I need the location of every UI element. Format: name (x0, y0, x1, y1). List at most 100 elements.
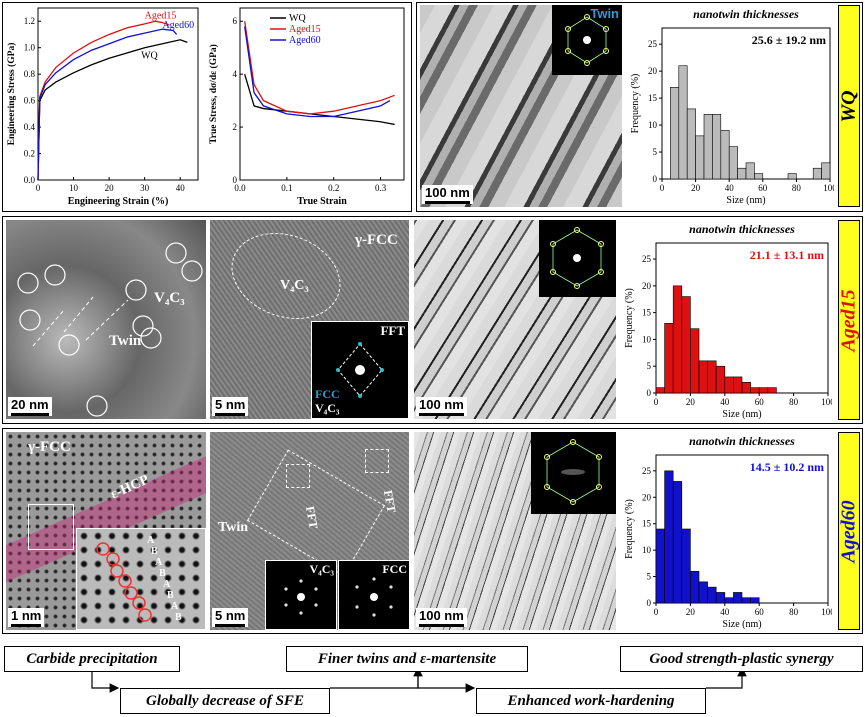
x-tick-label: 40 (725, 183, 735, 193)
summary-strength-plastic: Good strength-plastic synergy (620, 646, 863, 672)
histogram-bar (707, 360, 717, 394)
x-tick-label: 80 (792, 183, 802, 193)
y-axis-label: Frequency (%) (630, 74, 641, 134)
diffraction-pattern-icon (565, 14, 609, 66)
y-tick-label: 0.0 (24, 175, 36, 185)
aged15-diffraction-inset (539, 220, 616, 297)
phase-label: γ-FCC (28, 439, 71, 455)
hardening-chart: 0.0 0.1 0.2 0.3 0 2 4 6 True Strain True Stress, … (208, 7, 405, 207)
histogram-bar (724, 376, 734, 394)
y-tick-label: 10 (642, 334, 652, 344)
x-tick-label: 0.1 (281, 183, 292, 193)
x-tick-label: 0 (36, 183, 41, 193)
fft-pattern-icon (355, 577, 393, 617)
histogram-bar (767, 387, 777, 394)
y-tick-label: 20 (642, 492, 652, 502)
y-tick-label: 25 (642, 466, 652, 476)
x-tick-label: 40 (176, 183, 186, 193)
y-tick-label: 6 (233, 16, 238, 26)
x-tick-label: 20 (105, 183, 115, 193)
fft-pattern-icon (284, 579, 318, 615)
y-tick-label: 10 (648, 120, 658, 130)
y-tick-label: 0 (653, 174, 658, 184)
summary-carbide-precipitation: Carbide precipitation (4, 646, 180, 672)
y-tick-label: 15 (642, 519, 652, 529)
fft-inset-carbide: V₄C₃ (265, 560, 337, 630)
histogram-bar (664, 323, 674, 394)
sample-label-aged60: Aged60 (838, 432, 860, 630)
wq-histogram: nanotwin thicknesses 25.6 ± 19.2 nm 0 20 40 6… (630, 7, 834, 206)
x-tick-label: 20 (686, 607, 696, 617)
x-tick-label: 0 (654, 397, 659, 407)
fft-inset: FFT FCC V₄C₃ (311, 321, 409, 419)
x-tick-label: 40 (720, 397, 730, 407)
histogram-bar (707, 586, 717, 604)
thickness-value: 14.5 ± 10.2 nm (750, 460, 824, 474)
histogram-bar (720, 130, 730, 180)
histogram-bar (741, 597, 751, 604)
scale-bar: 100 nm (416, 397, 467, 416)
histogram-bar (812, 167, 822, 180)
histogram-bar (715, 365, 726, 394)
x-tick-label: 0.3 (375, 183, 387, 193)
summary-arrows (91, 666, 747, 693)
y-tick-label: 5 (647, 361, 652, 371)
summary-twins-martensite: Finer twins and ε-martensite (286, 646, 528, 672)
summary-sfe-decrease: Globally decrease of SFE (120, 688, 330, 714)
series-line-aged60 (37, 28, 178, 181)
histogram-bar (664, 470, 674, 604)
histogram-bar (698, 581, 708, 604)
x-axis-label: Size (nm) (722, 619, 761, 630)
plot-area (239, 7, 405, 181)
histogram-bar (655, 528, 665, 604)
histogram-bar (750, 597, 760, 604)
stacking-letter: A (163, 579, 171, 590)
diffraction-pattern-icon (550, 227, 604, 289)
twin-label: Twin (109, 333, 142, 349)
histogram-bar (690, 328, 700, 394)
stacking-letter: B (159, 568, 166, 579)
fft-label: FFT (380, 323, 405, 338)
y-tick-label: 15 (642, 308, 652, 318)
histogram-bar (750, 387, 760, 394)
x-tick-label: 60 (755, 607, 765, 617)
legend-label: WQ (289, 13, 306, 24)
x-tick-label: 0 (660, 183, 665, 193)
x-tick-label: 10 (69, 183, 79, 193)
fft-arrow-label-right: FFT (380, 489, 399, 514)
histogram-bar (715, 592, 726, 604)
stacking-letter: A (171, 601, 179, 612)
histogram-bar (758, 387, 769, 394)
thickness-value: 21.1 ± 13.1 nm (750, 248, 824, 262)
histogram-bar (754, 173, 764, 180)
histogram-bar (733, 592, 743, 604)
fft-region-right (365, 449, 389, 473)
summary-work-hardening: Enhanced work-hardening (476, 688, 706, 714)
legend-label: Aged60 (289, 35, 321, 46)
thickness-value: 25.6 ± 19.2 nm (752, 33, 826, 47)
scale-bar: 1 nm (8, 608, 45, 627)
x-axis-label: True Strain (297, 196, 347, 207)
fft-inset-fcc: FCC (338, 560, 409, 630)
histogram-bar (737, 167, 747, 180)
fcc-inset-label: FCC (382, 562, 407, 576)
histogram-bar (655, 387, 665, 394)
fft-pattern-icon (336, 342, 384, 398)
x-tick-label: 100 (823, 183, 834, 193)
twin-label: Twin (218, 520, 249, 535)
carbide-fft-label: V₄C₃ (315, 401, 340, 415)
aged60-histogram: nanotwin thicknesses 14.5 ± 10.2 nm 0 20 40 6… (624, 434, 832, 630)
y-tick-label: 0.4 (24, 122, 36, 132)
histogram-bar (724, 597, 734, 604)
y-axis-label: Engineering Stress (GPa) (6, 43, 17, 146)
scale-bar: 100 nm (416, 608, 467, 627)
series-line-wq (37, 39, 188, 181)
plot-area (37, 7, 199, 181)
y-tick-label: 0 (647, 388, 652, 398)
row2-frame (2, 216, 863, 424)
histogram-bar (712, 113, 722, 180)
stacking-letter: B (175, 612, 182, 623)
aged60-tem-2: FFT FFT Twin V₄C₃ FCC 5 nm (210, 432, 409, 630)
histogram-bar (728, 146, 738, 180)
scale-bar: 5 nm (212, 608, 249, 627)
